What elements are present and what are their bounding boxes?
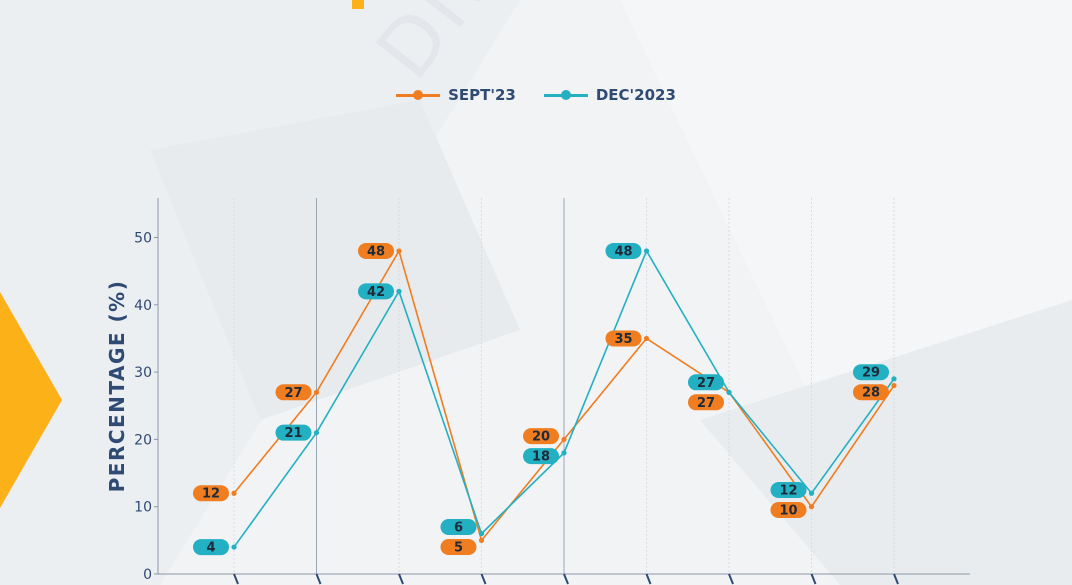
y-tick-label: 10 <box>134 500 152 516</box>
y-tick-label: 30 <box>134 365 152 381</box>
data-label-pill <box>523 448 559 465</box>
data-label: 12 <box>193 485 229 502</box>
x-tick-mark <box>315 573 322 585</box>
data-label-pill <box>275 424 312 441</box>
data-label: 48 <box>605 242 642 259</box>
data-label-text: 5 <box>454 540 463 555</box>
data-label-text: 27 <box>697 376 715 391</box>
data-label: 5 <box>440 538 477 555</box>
data-point <box>478 531 485 537</box>
legend: SEPT'23 DEC'2023 <box>0 86 1072 104</box>
data-label-pill <box>770 501 807 518</box>
data-label-text: 48 <box>367 244 385 259</box>
data-label-text: 4 <box>206 541 215 556</box>
data-label-text: 42 <box>367 285 385 300</box>
data-label: 27 <box>688 394 724 411</box>
data-label: 28 <box>853 384 889 401</box>
data-label: 12 <box>770 481 807 498</box>
data-label-pill <box>688 374 724 391</box>
data-point <box>561 450 567 456</box>
data-label-pill <box>523 428 559 445</box>
data-label-pill <box>193 485 229 502</box>
data-point <box>726 389 732 395</box>
data-label-text: 29 <box>862 366 880 381</box>
accent-tab <box>352 0 364 9</box>
data-label: 20 <box>523 428 559 445</box>
data-label-pill <box>440 518 477 535</box>
y-tick-label: 40 <box>134 298 152 314</box>
data-label-text: 21 <box>284 426 302 441</box>
data-label: 35 <box>605 330 642 347</box>
data-point <box>396 288 402 294</box>
diagonal-panel <box>150 100 520 420</box>
data-label-text: 48 <box>614 244 632 259</box>
legend-label-sept: SEPT'23 <box>448 86 516 104</box>
data-label-text: 10 <box>779 503 797 518</box>
x-tick-mark <box>480 573 487 585</box>
data-point <box>891 376 897 382</box>
data-label-text: 27 <box>697 396 715 411</box>
data-label-pill <box>853 384 889 401</box>
x-tick-mark <box>398 573 404 585</box>
x-tick-mark <box>810 573 817 585</box>
data-label-text: 12 <box>202 487 220 502</box>
data-label: 18 <box>523 448 559 465</box>
data-label-pill <box>358 242 394 259</box>
x-tick-mark <box>728 573 734 585</box>
y-axis-label: PERCENTAGE (%) <box>105 280 129 493</box>
data-label-pill <box>193 539 229 556</box>
legend-item-dec[interactable]: DEC'2023 <box>543 86 676 104</box>
x-tick-mark <box>645 573 652 585</box>
data-label-pill <box>770 481 807 498</box>
accent-chevron <box>0 292 62 508</box>
data-point <box>396 248 402 254</box>
data-label-pill <box>688 394 724 411</box>
data-label-text: 20 <box>532 430 550 445</box>
data-label: 10 <box>770 501 807 518</box>
y-tick-label: 20 <box>134 432 152 448</box>
data-label: 29 <box>853 364 889 381</box>
data-point <box>231 490 237 496</box>
data-label-pill <box>358 283 394 300</box>
data-label-pill <box>440 538 477 555</box>
data-point <box>808 504 815 510</box>
x-tick-mark <box>563 573 569 585</box>
data-label: 27 <box>688 374 724 391</box>
data-point <box>313 389 320 395</box>
y-tick-label: 0 <box>143 567 152 583</box>
data-label-pill <box>605 330 642 347</box>
data-point <box>313 430 320 436</box>
data-label-text: 28 <box>862 386 880 401</box>
data-point <box>231 544 237 550</box>
data-label: 48 <box>358 242 394 259</box>
data-point <box>891 382 897 389</box>
legend-label-dec: DEC'2023 <box>595 86 676 104</box>
data-label-text: 12 <box>779 483 797 498</box>
data-label-pill <box>853 364 889 381</box>
data-label: 6 <box>440 518 477 535</box>
x-tick-mark <box>893 573 899 585</box>
data-label-text: 27 <box>284 386 302 401</box>
data-label: 42 <box>358 283 394 300</box>
legend-swatch-sept <box>396 89 441 100</box>
legend-swatch-dec <box>543 89 588 100</box>
data-label-pill <box>605 242 642 259</box>
data-point <box>561 436 567 442</box>
data-label: 21 <box>275 424 312 441</box>
data-label-text: 18 <box>532 450 550 465</box>
data-point <box>808 490 815 496</box>
legend-item-sept[interactable]: SEPT'23 <box>396 86 516 104</box>
data-label-text: 35 <box>614 332 632 347</box>
data-label-pill <box>275 384 312 401</box>
data-label: 4 <box>193 539 229 556</box>
data-point <box>478 537 485 543</box>
data-point <box>643 335 650 342</box>
data-point <box>643 248 650 254</box>
data-label-text: 6 <box>454 520 463 535</box>
y-tick-label: 50 <box>134 231 152 247</box>
x-tick-mark <box>233 573 239 585</box>
data-label: 27 <box>275 384 312 401</box>
